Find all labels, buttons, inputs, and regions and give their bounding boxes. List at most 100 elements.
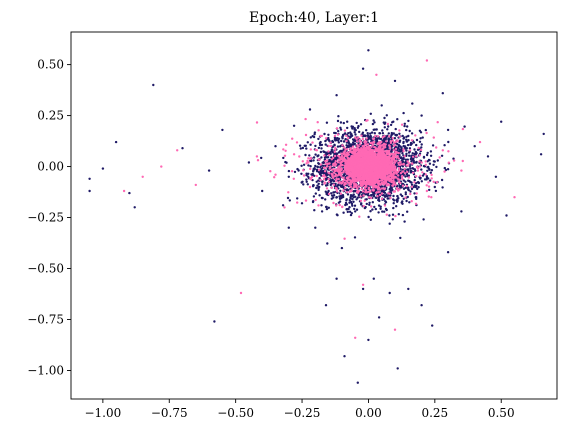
series-navy-point-828 (299, 147, 302, 150)
series-navy-point-275 (322, 164, 325, 168)
series-navy-point-1677 (411, 167, 414, 170)
series-pink-point-1764 (340, 168, 343, 172)
series-navy-point-2462 (285, 161, 288, 164)
series-pink-point-2229 (321, 175, 325, 178)
series-navy-point-2461 (325, 121, 329, 124)
series-navy-point-2386 (348, 199, 351, 202)
series-navy-point-180 (404, 191, 407, 194)
series-navy-point-1418 (414, 153, 418, 156)
series-navy-point-1200 (319, 150, 323, 154)
series-pink-point-2067 (355, 157, 358, 161)
series-pink-point-694 (390, 180, 393, 184)
series-pink-point-1590 (392, 179, 395, 183)
series-navy-point-1679 (384, 201, 388, 204)
series-navy-point-1948 (326, 183, 329, 187)
series-pink-point-1880 (362, 148, 365, 151)
series-navy-point-2643 (542, 132, 545, 136)
series-navy-point-2612 (261, 189, 264, 193)
series-pink-point-2293 (371, 143, 374, 146)
series-pink-point-2266 (256, 159, 260, 162)
series-navy-point-2645 (356, 381, 359, 384)
series-navy-point-956 (426, 169, 429, 172)
series-navy-point-382 (391, 218, 394, 221)
series-navy-point-2563 (394, 127, 397, 131)
series-pink-point-1820 (357, 178, 360, 181)
series-navy-point-1520 (314, 192, 317, 195)
series-navy-point-1193 (392, 194, 395, 198)
series-pink-point-2033 (338, 155, 341, 158)
series-pink-point-2106 (395, 159, 398, 162)
series-pink-point-244 (391, 139, 394, 142)
series-navy-point-2033 (329, 183, 332, 187)
series-pink-point-1956 (361, 190, 365, 193)
series-navy-point-1330 (415, 160, 418, 164)
series-pink-point-2207 (430, 177, 433, 180)
series-navy-point-2618 (314, 226, 317, 229)
series-navy-point-2430 (339, 150, 343, 153)
series-pink-point-2221 (283, 206, 286, 209)
series-navy-point-965 (354, 133, 357, 136)
series-pink-point-1797 (370, 183, 373, 186)
series-pink-point-1481 (394, 165, 397, 168)
series-navy-point-1570 (344, 138, 347, 141)
series-navy-point-2293 (401, 182, 404, 185)
series-pink-point-2167 (363, 157, 367, 160)
series-navy-point-2572 (415, 184, 418, 188)
series-pink-point-1821 (379, 188, 382, 191)
scatter-points (88, 49, 545, 384)
series-navy-point-2551 (300, 172, 303, 175)
series-pink-point-2271 (394, 214, 397, 218)
series-pink-point-2277 (432, 180, 435, 183)
series-navy-point-389 (399, 193, 402, 196)
series-navy-point-254 (430, 169, 434, 172)
series-navy-point-2441 (370, 131, 374, 134)
series-pink-point-2317 (324, 162, 327, 165)
series-pink-point-2251 (347, 168, 350, 172)
series-navy-point-2607 (213, 320, 216, 323)
series-navy-point-176 (379, 137, 383, 141)
series-navy-point-2467 (286, 196, 290, 200)
series-pink-point-2258 (322, 178, 326, 181)
series-pink-point-2087 (362, 165, 365, 169)
series-pink-point-1946 (389, 173, 393, 176)
series-navy-point-672 (315, 180, 318, 183)
series-navy-point-2221 (409, 167, 412, 170)
series-navy-point-2297 (422, 156, 426, 159)
series-pink-point-1216 (367, 186, 371, 189)
series-navy-point-2304 (429, 171, 432, 174)
series-navy-point-6 (330, 156, 333, 159)
series-navy-point-1196 (374, 207, 377, 211)
series-pink-point-2324 (375, 168, 378, 171)
series-navy-point-633 (405, 138, 408, 141)
series-navy-point-61 (374, 196, 377, 199)
series-pink-point-2110 (377, 143, 380, 146)
series-navy-point-1316 (339, 126, 342, 129)
series-navy-point-1251 (312, 135, 316, 139)
series-pink-point-864 (376, 195, 379, 198)
series-navy-point-2588 (420, 143, 423, 146)
series-navy-point-923 (306, 141, 309, 144)
series-pink-point-2283 (255, 121, 259, 124)
series-pink-point-1445 (379, 183, 382, 186)
series-navy-point-1704 (384, 121, 387, 124)
series-navy-point-1270 (359, 123, 363, 126)
series-navy-point-1871 (401, 213, 405, 217)
series-pink-point-2332 (345, 139, 348, 143)
series-navy-point-1770 (405, 147, 408, 150)
series-navy-point-1470 (405, 135, 408, 138)
series-navy-point-719 (384, 147, 387, 151)
series-pink-point-2335 (354, 151, 357, 155)
series-pink-point-2081 (356, 187, 359, 190)
series-pink-point-2227 (314, 198, 317, 202)
series-pink-point-713 (380, 197, 384, 200)
series-navy-point-2636 (446, 128, 450, 132)
series-pink-point-1913 (367, 172, 371, 176)
series-pink-point-1663 (333, 150, 336, 154)
series-pink-point-662 (398, 168, 401, 172)
series-navy-point-1296 (388, 214, 391, 217)
series-navy-point-89 (404, 158, 408, 161)
series-pink-point-601 (397, 157, 400, 160)
series-navy-point-1379 (372, 119, 375, 122)
series-navy-point-2420 (415, 197, 418, 201)
